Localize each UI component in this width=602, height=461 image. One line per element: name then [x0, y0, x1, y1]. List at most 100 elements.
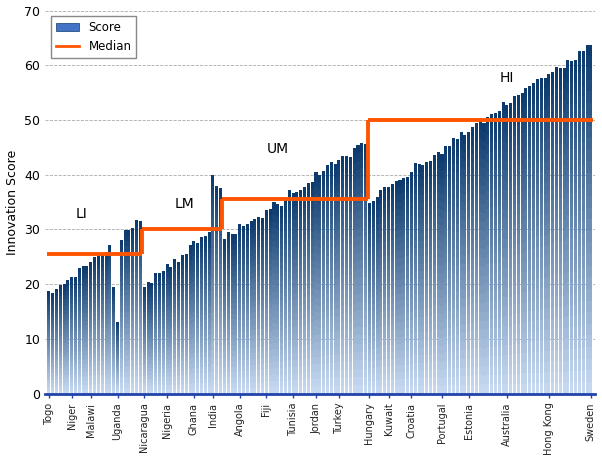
Bar — [273, 279, 276, 285]
Bar — [456, 308, 459, 317]
Bar — [154, 378, 157, 381]
Bar — [89, 323, 92, 328]
Bar — [311, 386, 314, 394]
Bar — [257, 217, 260, 223]
Bar — [341, 243, 344, 251]
Bar — [143, 326, 146, 330]
Bar — [456, 189, 459, 198]
Bar — [471, 296, 474, 305]
Bar — [253, 289, 256, 295]
Bar — [59, 390, 62, 394]
Bar — [250, 313, 253, 319]
Bar — [536, 310, 539, 320]
Bar — [547, 372, 550, 383]
Bar — [227, 388, 230, 394]
Bar — [177, 367, 180, 372]
Bar — [128, 355, 131, 361]
Bar — [55, 379, 58, 383]
Bar — [586, 80, 589, 91]
Bar — [166, 277, 169, 281]
Bar — [395, 308, 398, 316]
Bar — [105, 332, 108, 337]
Bar — [425, 332, 428, 340]
Bar — [456, 241, 459, 249]
Bar — [376, 380, 379, 387]
Bar — [574, 104, 577, 115]
Bar — [51, 337, 54, 340]
Bar — [425, 201, 428, 208]
Bar — [63, 317, 66, 321]
Bar — [452, 291, 455, 300]
Bar — [441, 210, 444, 218]
Bar — [414, 332, 417, 340]
Bar — [418, 294, 421, 302]
Bar — [330, 378, 333, 386]
Bar — [85, 364, 88, 368]
Bar — [521, 143, 524, 153]
Bar — [505, 201, 509, 211]
Bar — [219, 216, 222, 223]
Bar — [257, 253, 260, 258]
Bar — [116, 389, 119, 391]
Bar — [441, 258, 444, 266]
Bar — [475, 123, 478, 131]
Bar — [574, 338, 577, 349]
Bar — [93, 294, 96, 298]
Bar — [421, 211, 424, 218]
Bar — [188, 359, 191, 364]
Bar — [326, 188, 329, 195]
Bar — [284, 224, 287, 230]
Bar — [55, 352, 58, 355]
Bar — [376, 335, 379, 341]
Bar — [387, 255, 390, 262]
Bar — [116, 382, 119, 384]
Bar — [509, 287, 512, 297]
Bar — [291, 300, 294, 307]
Bar — [334, 278, 337, 286]
Bar — [196, 353, 199, 358]
Bar — [227, 237, 230, 242]
Bar — [85, 266, 88, 270]
Bar — [570, 72, 573, 83]
Bar — [356, 211, 359, 219]
Bar — [51, 300, 54, 303]
Bar — [131, 388, 134, 394]
Bar — [314, 261, 317, 268]
Bar — [177, 297, 180, 301]
Bar — [436, 281, 439, 289]
Bar — [349, 346, 352, 354]
Bar — [547, 202, 550, 213]
Bar — [459, 210, 462, 219]
Bar — [536, 153, 539, 163]
Bar — [280, 262, 283, 268]
Bar — [376, 308, 379, 315]
Bar — [291, 340, 294, 347]
Bar — [406, 350, 409, 357]
Bar — [509, 142, 512, 152]
Bar — [284, 361, 287, 367]
Bar — [555, 230, 558, 242]
Bar — [227, 345, 230, 350]
Bar — [544, 383, 547, 394]
Bar — [59, 368, 62, 372]
Bar — [314, 254, 317, 261]
Bar — [59, 296, 62, 299]
Bar — [234, 282, 237, 287]
Bar — [464, 187, 467, 195]
Bar — [566, 371, 569, 383]
Bar — [280, 218, 283, 225]
Bar — [536, 289, 539, 299]
Bar — [356, 294, 359, 302]
Bar — [425, 316, 428, 324]
Bar — [154, 381, 157, 385]
Bar — [341, 227, 344, 235]
Bar — [578, 119, 581, 130]
Bar — [276, 217, 279, 223]
Bar — [112, 347, 115, 351]
Bar — [448, 270, 451, 278]
Bar — [55, 372, 58, 376]
Bar — [273, 374, 276, 381]
Bar — [383, 228, 386, 235]
Bar — [101, 290, 104, 295]
Bar — [154, 329, 157, 333]
